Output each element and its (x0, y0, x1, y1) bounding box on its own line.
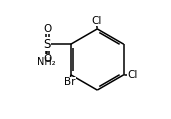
Text: O: O (43, 55, 51, 64)
Text: Cl: Cl (127, 70, 138, 80)
Text: Br: Br (64, 77, 76, 87)
Text: O: O (43, 24, 51, 34)
Text: NH₂: NH₂ (37, 57, 56, 67)
Text: Cl: Cl (91, 16, 101, 26)
Text: S: S (44, 38, 51, 51)
